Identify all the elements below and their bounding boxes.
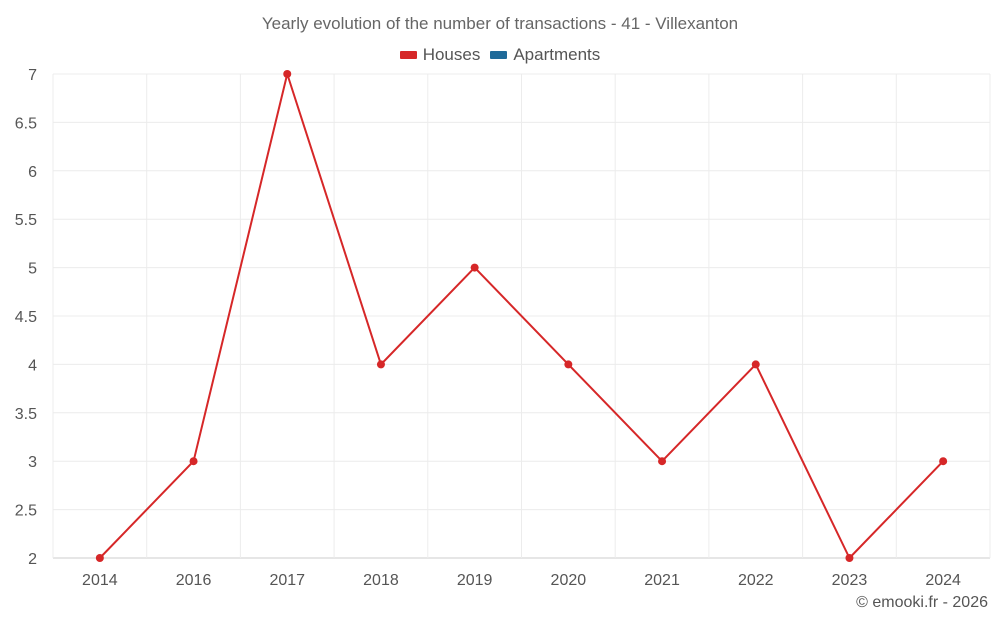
legend-swatch-apartments <box>490 51 508 59</box>
x-tick-label: 2016 <box>176 572 212 589</box>
x-tick-label: 2019 <box>457 572 493 589</box>
legend-item-houses[interactable]: Houses <box>399 45 481 65</box>
footer-credit: © emooki.fr - 2026 <box>856 594 988 611</box>
y-tick-label: 5.5 <box>15 212 37 229</box>
x-tick-label: 2014 <box>82 572 118 589</box>
y-tick-label: 5 <box>28 261 37 278</box>
y-tick-label: 2 <box>28 551 37 568</box>
x-tick-label: 2022 <box>738 572 774 589</box>
data-point-houses[interactable] <box>470 263 479 272</box>
y-tick-label: 6.5 <box>15 115 37 132</box>
data-point-houses[interactable] <box>939 457 948 466</box>
chart-legend: Houses Apartments <box>0 45 1000 65</box>
x-tick-label: 2021 <box>644 572 680 589</box>
y-tick-label: 4 <box>28 357 37 374</box>
series-line-houses <box>99 73 944 559</box>
data-point-houses[interactable] <box>95 554 104 562</box>
x-tick-label: 2023 <box>832 572 868 589</box>
chart-title: Yearly evolution of the number of transa… <box>261 14 739 33</box>
data-point-houses[interactable] <box>845 554 854 562</box>
legend-swatch-houses <box>399 51 417 59</box>
data-point-houses[interactable] <box>283 70 292 78</box>
legend-label-apartments: Apartments <box>513 45 601 64</box>
data-point-houses[interactable] <box>376 360 385 369</box>
legend-item-apartments[interactable]: Apartments <box>490 45 600 65</box>
y-tick-label: 3 <box>28 454 37 471</box>
data-point-houses[interactable] <box>751 360 760 369</box>
data-point-houses[interactable] <box>658 457 667 466</box>
legend-label-houses: Houses <box>422 45 481 64</box>
y-tick-label: 2.5 <box>15 503 37 520</box>
y-tick-label: 3.5 <box>15 406 37 423</box>
x-tick-label: 2020 <box>551 572 587 589</box>
x-tick-label: 2024 <box>925 572 961 589</box>
y-tick-label: 6 <box>28 164 37 181</box>
x-tick-label: 2017 <box>269 572 305 589</box>
data-point-houses[interactable] <box>564 360 573 369</box>
y-tick-label: 4.5 <box>15 309 37 326</box>
x-tick-label: 2018 <box>363 572 399 589</box>
y-tick-label: 7 <box>28 67 37 84</box>
data-point-houses[interactable] <box>189 457 198 466</box>
